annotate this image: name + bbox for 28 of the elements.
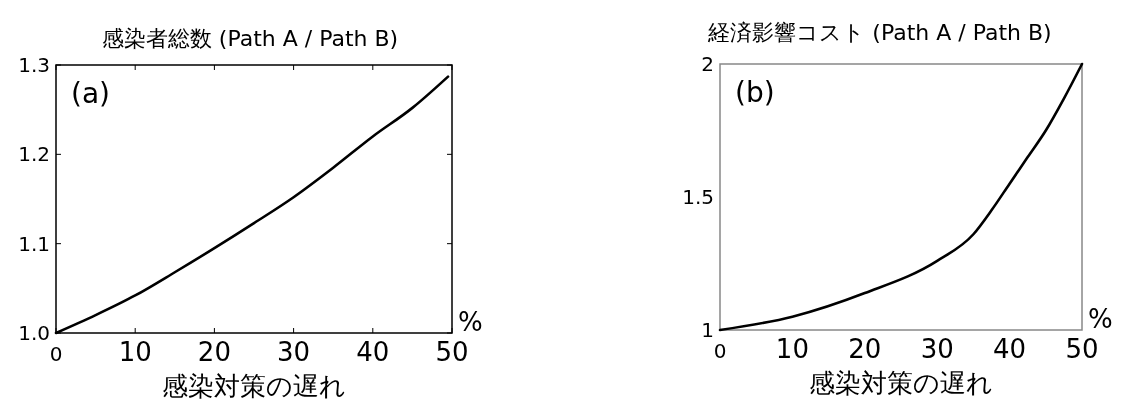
x-tick-label: 10 [118,337,152,367]
annotation: (b) [735,76,775,109]
y-tick-label: 1.1 [18,231,50,256]
x-tick-label: 0 [713,339,727,363]
x-tick-label: 20 [197,337,231,367]
chart-title: 感染者総数 (Path A / Path B) [101,26,399,51]
y-tick-label: 1 [701,318,714,342]
text: % [1088,304,1113,334]
text: % [458,307,483,337]
x-axis-title: 感染対策の遅れ [809,368,993,398]
x-tick-label: 50 [1065,334,1099,364]
y-tick-label: 1.0 [18,321,50,345]
line-series [718,62,1084,332]
x-tick-label: 10 [775,334,809,364]
chart-title: 経済影響コスト (Path A / Path B) [707,20,1052,45]
y-tick-label: 1.2 [18,142,50,167]
x-tick-label: 40 [993,334,1027,364]
x-axis-title: 感染対策の遅れ [162,371,346,401]
x-tick-label: 50 [435,337,469,367]
y-tick-label: 1.3 [18,53,50,77]
y-tick-label: 1.5 [682,185,714,209]
x-tick-label: 40 [356,337,390,367]
x-tick-label: 20 [848,334,882,364]
x-tick-label: 0 [49,342,63,366]
y-tick-label: 2 [701,52,714,76]
annotation: (a) [71,77,111,110]
x-tick-label: 30 [920,334,954,364]
x-tick-label: 30 [277,337,311,367]
